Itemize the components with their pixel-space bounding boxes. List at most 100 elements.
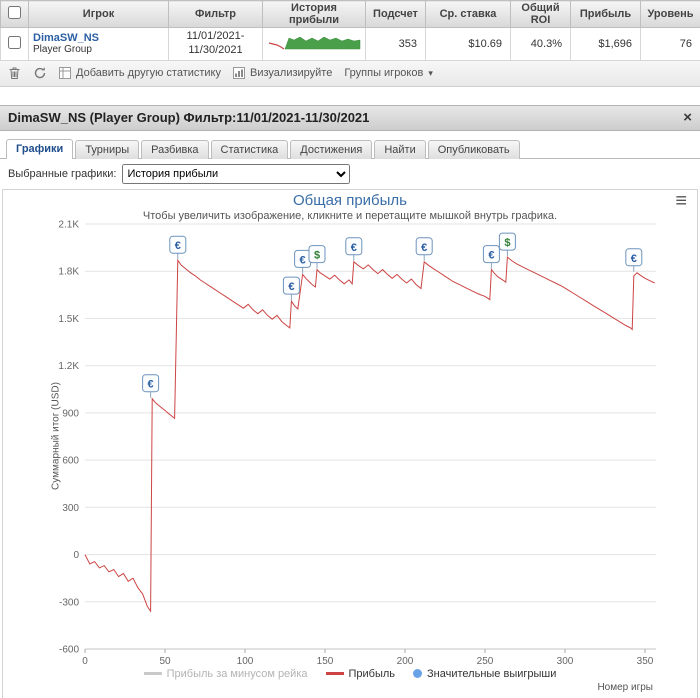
svg-text:€: € [148,378,154,390]
panel-header: DimaSW_NS (Player Group) Фильтр:11/01/20… [0,104,700,131]
trash-icon [9,67,20,79]
tab-statistics[interactable]: Статистика [210,139,289,159]
results-table: Игрок Фильтр История прибыли Подсчет Ср.… [0,0,700,61]
tab-charts[interactable]: Графики [6,138,74,159]
legend-label: Прибыль за минусом рейка [166,667,308,680]
svg-text:-300: -300 [59,597,79,608]
svg-text:900: 900 [62,408,79,419]
delete-button[interactable] [8,66,21,80]
select-all-checkbox[interactable] [8,6,21,19]
filter-date-from: 11/01/2021- [186,30,245,42]
legend-item[interactable]: Прибыль [325,667,396,680]
svg-text:$: $ [504,237,510,249]
tab-breakdown[interactable]: Разбивка [141,139,209,159]
svg-text:0: 0 [73,550,79,561]
selected-graphs-label: Выбранные графики: [8,167,117,180]
svg-text:€: € [488,249,494,261]
profit-value: $1,696 [570,27,641,61]
svg-text:350: 350 [637,656,654,667]
hamburger-menu-icon[interactable]: ≡ [675,189,687,212]
col-header-profit[interactable]: Прибыль [570,0,641,28]
legend-label: Значительные выигрыши [427,667,557,680]
svg-text:50: 50 [159,656,171,667]
add-statistic-label: Добавить другую статистику [76,67,221,79]
player-row[interactable]: DimaSW_NS Player Group 11/01/2021- 11/30… [0,27,700,61]
bar-chart-icon [233,67,245,79]
svg-text:€: € [631,252,637,264]
col-header-level[interactable]: Уровень [640,0,700,28]
player-groups-dropdown[interactable]: Группы игроков ▾ [344,67,433,79]
col-header-roi[interactable]: Общий ROI [510,0,571,28]
legend-swatch [413,669,423,678]
svg-text:-600: -600 [59,644,79,655]
filter-date-to: 11/30/2021 [188,43,243,56]
filter-cell: 11/01/2021- 11/30/2021 [168,27,263,61]
svg-text:600: 600 [62,455,79,466]
chart-title: Общая прибыль [292,191,408,209]
legend-swatch [143,672,162,675]
chart-legend: Прибыль за минусом рейка Прибыль Значитель… [3,668,697,680]
spacer [0,86,700,105]
player-panel: DimaSW_NS (Player Group) Фильтр:11/01/20… [0,104,700,698]
col-header-filter[interactable]: Фильтр [168,0,263,28]
svg-text:100: 100 [237,656,254,667]
add-statistic-icon [59,67,71,79]
chevron-down-icon: ▾ [428,67,433,78]
tab-bar: Графики Турниры Разбивка Статистика Дост… [0,130,700,159]
player-type-label: Player Group [33,44,92,56]
svg-text:300: 300 [557,656,574,667]
count-value: 353 [365,27,426,61]
add-statistic-button[interactable]: Добавить другую статистику [59,67,221,79]
svg-text:1.2K: 1.2K [58,361,79,372]
roi-value: 40.3% [510,27,571,61]
level-value: 76 [640,27,700,61]
svg-text:€: € [300,254,306,266]
legend-label: Прибыль [348,667,396,680]
svg-text:0: 0 [82,656,88,667]
col-header-count[interactable]: Подсчет [365,0,426,28]
x-axis-label: Номер игры [597,681,653,693]
tab-achievements[interactable]: Достижения [290,139,373,159]
player-name-link[interactable]: DimaSW_NS [33,32,100,45]
svg-text:€: € [421,241,427,253]
toolbar: Добавить другую статистику Визуализируйт… [0,60,700,87]
legend-item[interactable]: Значительные выигрыши [413,668,556,680]
y-axis-label: Суммарный итог (USD) [50,381,62,490]
close-icon[interactable]: × [683,109,692,126]
visualize-button[interactable]: Визуализируйте [233,67,332,79]
tab-find[interactable]: Найти [374,139,426,159]
svg-text:2.1K: 2.1K [58,219,79,230]
svg-text:1.5K: 1.5K [58,313,79,324]
refresh-icon [34,67,46,79]
svg-text:300: 300 [62,502,79,513]
row-checkbox[interactable] [8,35,21,49]
graph-select[interactable]: История прибыли [122,163,351,184]
refresh-button[interactable] [33,66,47,80]
col-header-player[interactable]: Игрок [28,0,169,28]
svg-text:1.8K: 1.8K [58,266,79,277]
profit-sparkline [268,36,361,50]
col-header-profit-history[interactable]: История прибыли [262,0,366,28]
svg-text:250: 250 [477,656,494,667]
panel-title: DimaSW_NS (Player Group) Фильтр:11/01/20… [8,110,370,125]
avg-stake-value: $10.69 [425,27,511,61]
tab-publish[interactable]: Опубликовать [427,139,520,159]
col-header-avg-stake[interactable]: Ср. ставка [425,0,511,28]
legend-item[interactable]: Прибыль за минусом рейка [143,667,308,680]
graph-selector-row: Выбранные графики: История прибыли [0,159,700,189]
svg-text:200: 200 [397,656,414,667]
svg-text:€: € [175,240,181,252]
visualize-label: Визуализируйте [250,67,333,79]
profit-chart: Общая прибыль Чтобы увеличить изображени… [2,188,698,698]
svg-text:$: $ [314,249,320,261]
table-header-row: Игрок Фильтр История прибыли Подсчет Ср.… [0,0,700,28]
legend-swatch [325,672,344,675]
svg-text:150: 150 [317,656,334,667]
svg-text:€: € [351,241,357,253]
player-groups-label: Группы игроков [344,67,424,79]
chart-subtitle: Чтобы увеличить изображение, кликните и … [142,209,558,222]
tab-tournaments[interactable]: Турниры [75,139,140,159]
svg-text:€: € [288,281,294,293]
